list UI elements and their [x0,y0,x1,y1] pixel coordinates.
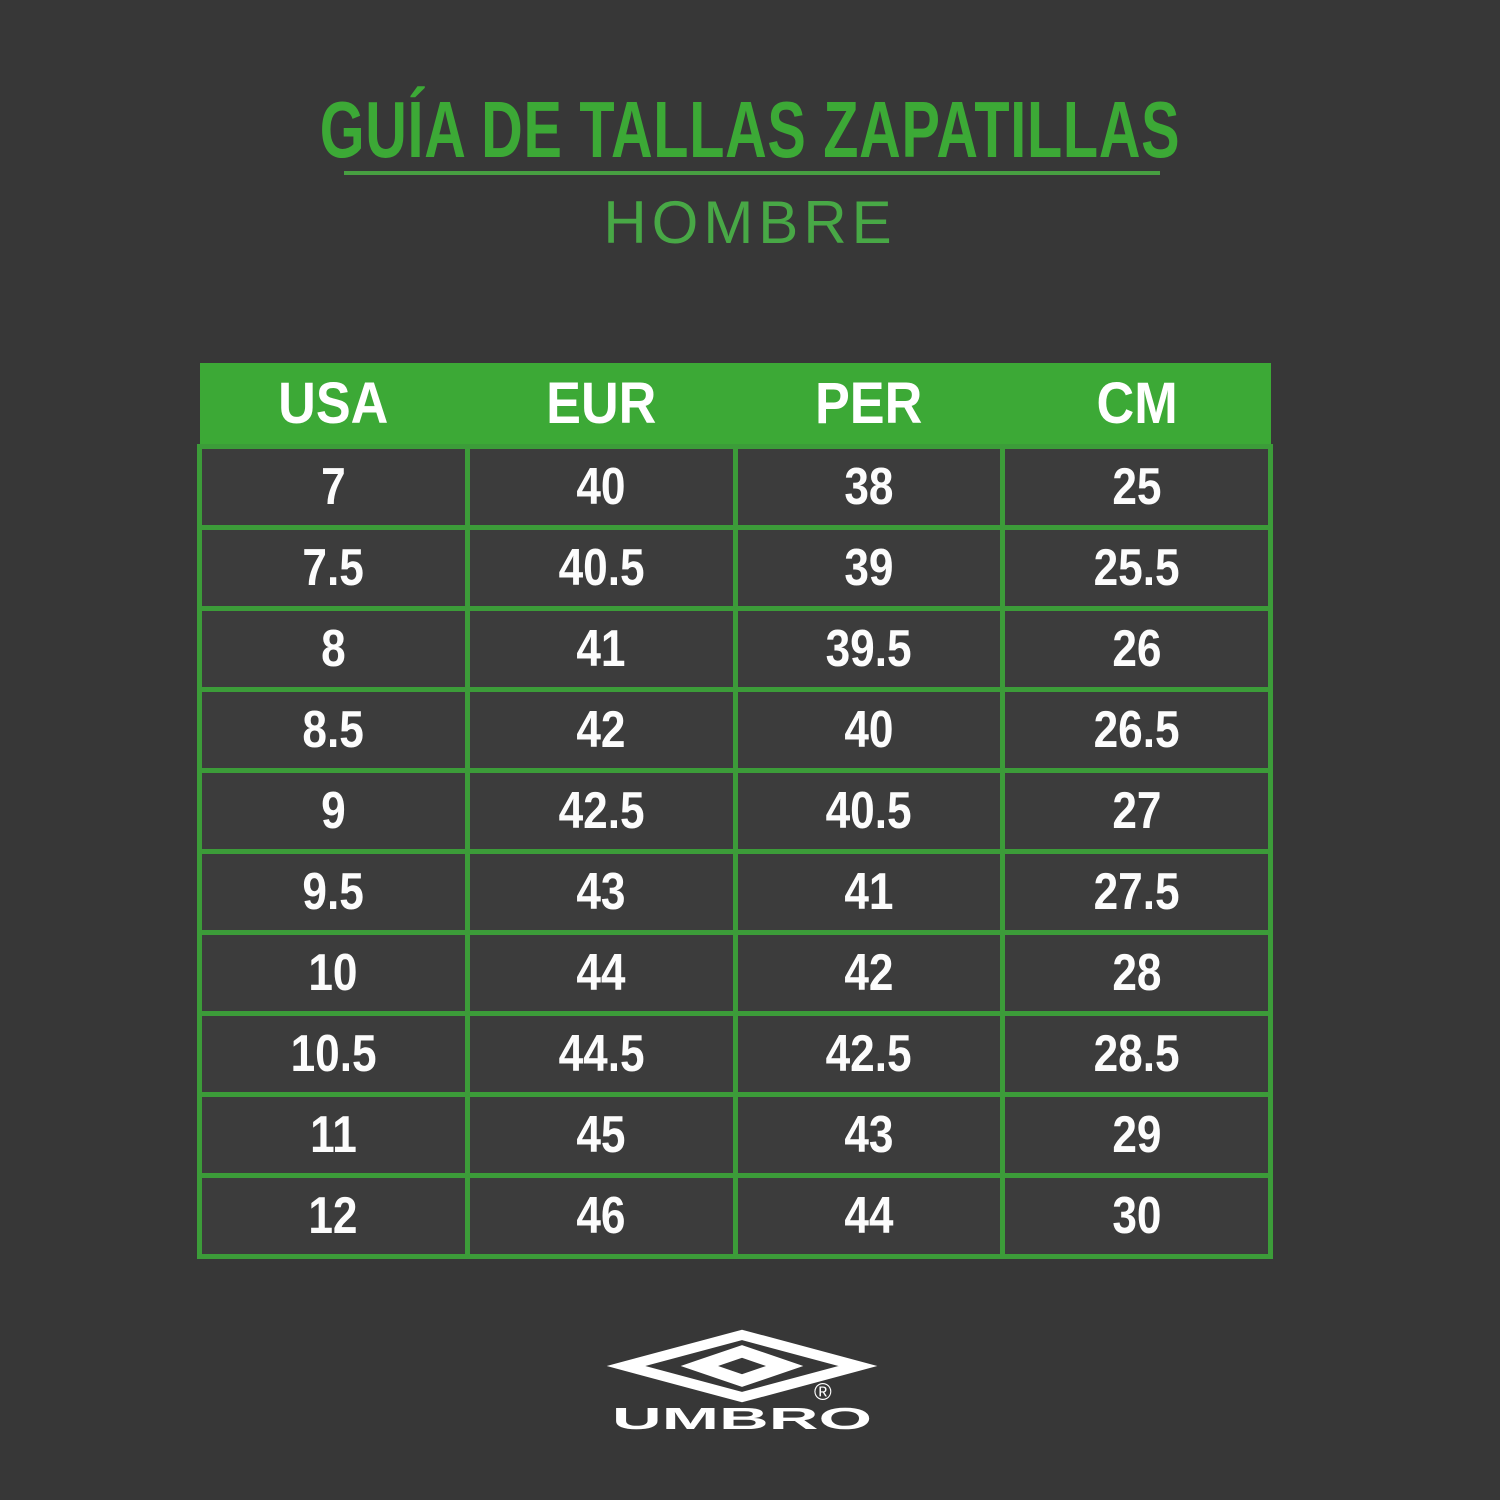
page-subtitle: HOMBRE [603,189,897,256]
size-cell: 40.5 [464,525,738,611]
table-row: 9.5 43 41 27.5 [197,849,1273,935]
size-cell: 25.5 [1000,525,1273,611]
size-cell: 38 [732,444,1006,530]
table-row: 7.5 40.5 39 25.5 [197,525,1273,611]
size-cell: 44 [732,1173,1006,1259]
table-row: 9 42.5 40.5 27 [197,768,1273,854]
size-cell: 39.5 [732,606,1006,692]
size-cell: 27.5 [1000,849,1273,935]
page-title: GUÍA DE TALLAS ZAPATILLAS [319,85,1181,174]
col-header-per: PER [735,363,1003,447]
size-table: USA EUR PER CM 7 40 38 25 7.5 40.5 39 25… [197,363,1273,1259]
size-cell: 43 [464,849,738,935]
size-cell: 40 [464,444,738,530]
size-cell: 42 [732,930,1006,1016]
size-cell: 10 [197,930,470,1016]
size-cell: 42.5 [732,1011,1006,1097]
title-underline [344,171,1160,175]
size-cell: 40.5 [732,768,1006,854]
col-header-eur: EUR [467,363,735,447]
size-cell: 7 [197,444,470,530]
size-cell: 8 [197,606,470,692]
table-row: 12 46 44 30 [197,1173,1273,1259]
size-cell: 10.5 [197,1011,470,1097]
table-row: 8 41 39.5 26 [197,606,1273,692]
size-cell: 41 [732,849,1006,935]
size-cell: 28 [1000,930,1273,1016]
col-header-usa: USA [199,363,468,447]
size-cell: 11 [197,1092,470,1178]
table-header-row: USA EUR PER CM [199,363,1271,447]
size-cell: 26 [1000,606,1273,692]
size-cell: 45 [464,1092,738,1178]
size-cell: 26.5 [1000,687,1273,773]
size-cell: 42 [464,687,738,773]
size-cell: 27 [1000,768,1273,854]
size-cell: 39 [732,525,1006,611]
size-cell: 9.5 [197,849,470,935]
size-cell: 28.5 [1000,1011,1273,1097]
registered-trademark-icon: ® [814,1379,832,1406]
size-cell: 12 [197,1173,470,1259]
size-cell: 41 [464,606,738,692]
table-row: 7 40 38 25 [197,444,1273,530]
size-cell: 30 [1000,1173,1273,1259]
size-cell: 42.5 [464,768,738,854]
size-cell: 44.5 [464,1011,738,1097]
size-cell: 40 [732,687,1006,773]
umbro-wordmark: UMBRO [612,1401,872,1436]
table-row: 10.5 44.5 42.5 28.5 [197,1011,1273,1097]
umbro-double-diamond-icon [606,1329,878,1403]
size-cell: 29 [1000,1092,1273,1178]
size-cell: 7.5 [197,525,470,611]
size-cell: 44 [464,930,738,1016]
size-cell: 43 [732,1092,1006,1178]
umbro-wordmark-text: UMBRO [612,1401,872,1436]
table-row: 10 44 42 28 [197,930,1273,1016]
table-row: 11 45 43 29 [197,1092,1273,1178]
size-cell: 46 [464,1173,738,1259]
table-row: 8.5 42 40 26.5 [197,687,1273,773]
size-cell: 25 [1000,444,1273,530]
col-header-cm: CM [1002,363,1271,447]
size-cell: 8.5 [197,687,470,773]
size-cell: 9 [197,768,470,854]
